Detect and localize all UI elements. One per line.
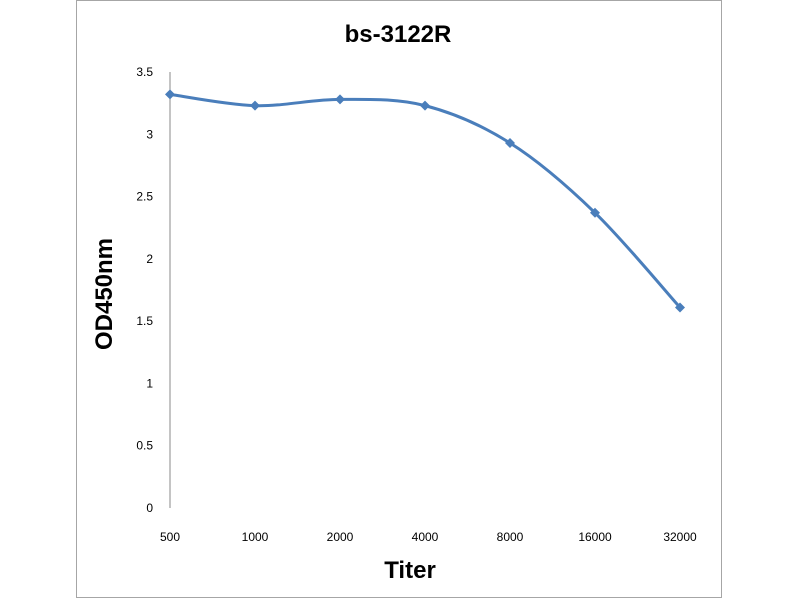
data-point-marker bbox=[165, 89, 175, 100]
data-point-marker bbox=[590, 207, 600, 218]
data-point-marker bbox=[675, 302, 685, 313]
y-tick-label: 3 bbox=[146, 127, 153, 141]
chart-title: bs-3122R bbox=[345, 21, 452, 48]
y-tick-label: 2.5 bbox=[136, 190, 153, 204]
x-axis-title: Titer bbox=[384, 557, 436, 584]
series-line bbox=[169, 92, 682, 309]
y-tick-label: 0.5 bbox=[136, 439, 153, 453]
y-tick-label: 0 bbox=[146, 501, 153, 515]
data-point-marker bbox=[335, 94, 345, 105]
x-tick-labels: 500 1000 2000 4000 8000 16000 32000 bbox=[160, 530, 697, 544]
x-tick-label: 2000 bbox=[327, 530, 354, 544]
x-tick-label: 16000 bbox=[578, 530, 612, 544]
y-axis-title: OD450nm bbox=[91, 238, 118, 350]
x-tick-label: 4000 bbox=[412, 530, 439, 544]
data-point-marker bbox=[505, 138, 515, 149]
y-tick-label: 1 bbox=[146, 376, 153, 390]
series-markers bbox=[165, 89, 685, 313]
x-tick-label: 500 bbox=[160, 530, 180, 544]
y-tick-labels: 0 0.5 1 1.5 2 2.5 3 3.5 bbox=[136, 65, 153, 515]
data-point-marker bbox=[250, 100, 260, 111]
x-tick-label: 1000 bbox=[242, 530, 269, 544]
x-tick-label: 32000 bbox=[663, 530, 697, 544]
y-tick-label: 3.5 bbox=[136, 65, 153, 79]
y-tick-label: 2 bbox=[146, 252, 153, 266]
y-tick-label: 1.5 bbox=[136, 314, 153, 328]
x-tick-label: 8000 bbox=[497, 530, 524, 544]
data-point-marker bbox=[420, 100, 430, 111]
